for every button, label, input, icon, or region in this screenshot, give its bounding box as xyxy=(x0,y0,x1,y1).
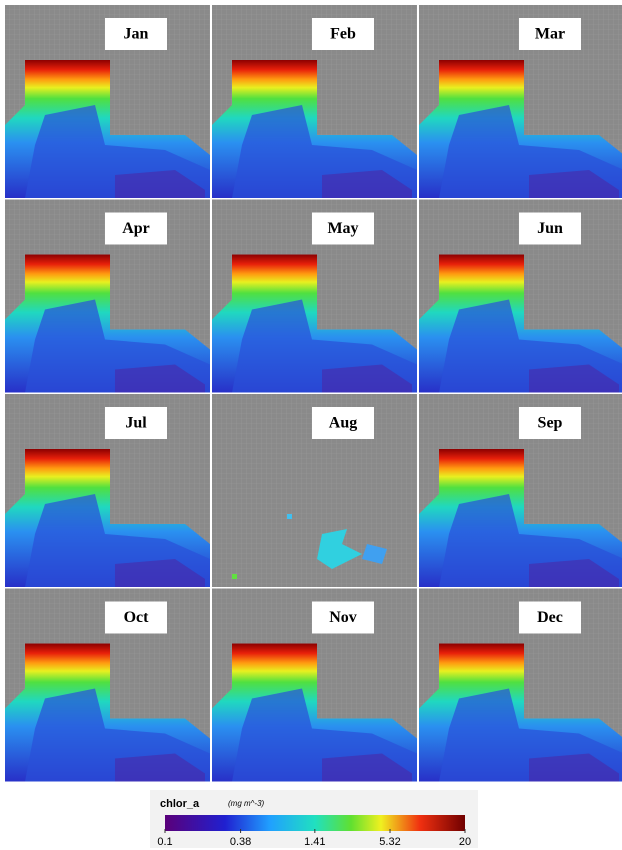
colorbar-ramp xyxy=(165,815,465,831)
month-label: Jun xyxy=(537,220,563,237)
colorbar: chlor_a (mg m^-3) 0.1 0.38 1.41 5.32 20 xyxy=(150,790,478,848)
figure: Jan Feb Mar Apr May Jun Jul Aug Sep Oct Nov Dec chl… xyxy=(0,0,622,850)
month-label: Apr xyxy=(122,220,150,237)
month-label: Oct xyxy=(124,609,150,626)
colorbar-tick-label: 0.1 xyxy=(157,836,172,848)
month-label: May xyxy=(327,220,358,237)
month-label: Sep xyxy=(538,415,563,432)
colorbar-tick-label: 20 xyxy=(459,836,471,848)
month-label: Jul xyxy=(125,415,147,432)
month-label: Dec xyxy=(537,609,563,626)
month-label: Nov xyxy=(329,609,357,626)
panel-grid: Jan Feb Mar Apr May Jun Jul Aug Sep Oct Nov Dec xyxy=(5,5,622,782)
colorbar-unit: (mg m^-3) xyxy=(228,799,265,808)
month-label: Jan xyxy=(124,26,149,43)
colorbar-tick-label: 0.38 xyxy=(230,836,251,848)
colorbar-tick-label: 1.41 xyxy=(304,836,325,848)
month-label: Mar xyxy=(535,26,565,43)
month-label: Feb xyxy=(330,26,356,43)
colorbar-title: chlor_a xyxy=(160,798,200,810)
month-label: Aug xyxy=(329,415,357,432)
colorbar-tick-label: 5.32 xyxy=(379,836,400,848)
